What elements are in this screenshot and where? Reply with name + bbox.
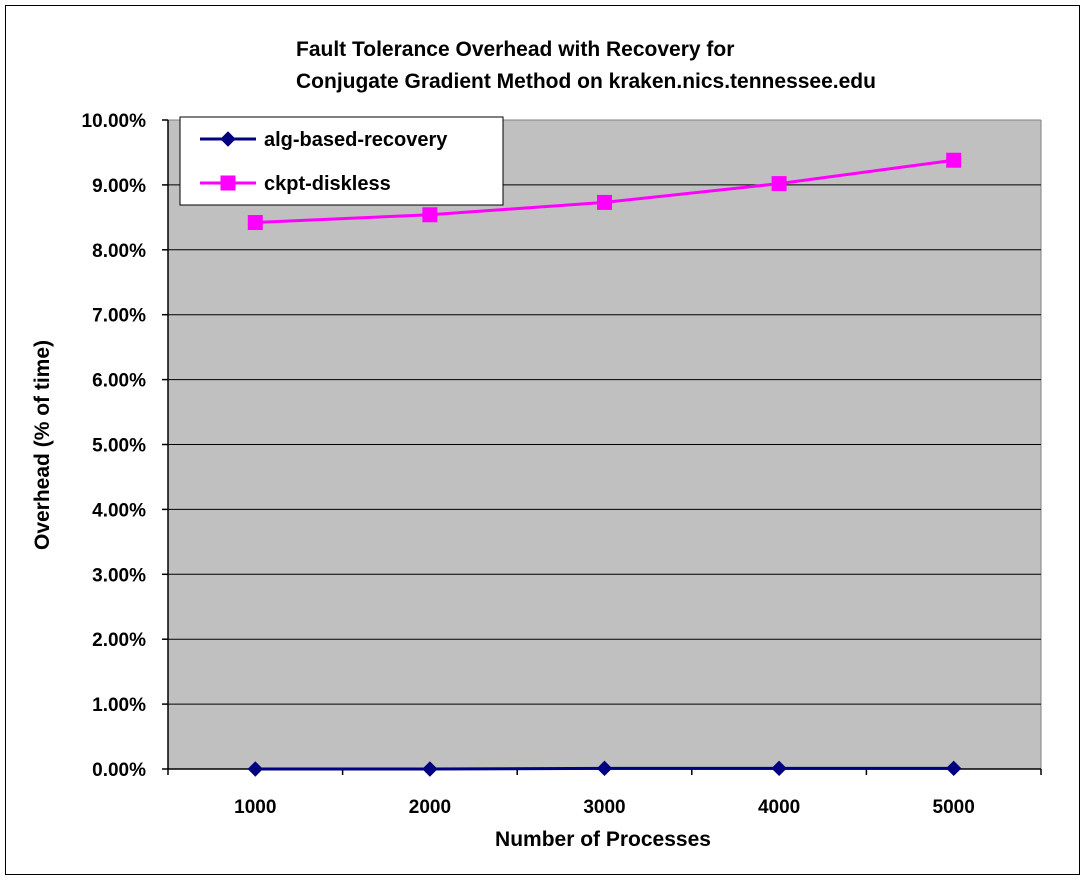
data-point-ckpt-diskless	[247, 215, 263, 231]
data-point-ckpt-diskless	[771, 176, 787, 192]
data-point-alg-based-recovery	[422, 761, 438, 777]
data-point-alg-based-recovery	[945, 760, 962, 777]
y-tick-label: 2.00%	[92, 630, 146, 651]
y-tick-label: 8.00%	[92, 241, 146, 262]
legend-swatch-marker	[220, 175, 236, 191]
series-ckpt-diskless	[247, 152, 962, 231]
y-tick-label: 10.00%	[82, 111, 147, 132]
y-tick-label: 3.00%	[92, 565, 146, 586]
y-axis-title: Overhead (% of time)	[31, 340, 54, 550]
chart-title-line-1: Fault Tolerance Overhead with Recovery f…	[296, 38, 734, 61]
plot-area	[167, 119, 1042, 770]
x-tick-label: 1000	[234, 797, 276, 818]
y-tick-label: 0.00%	[92, 760, 146, 781]
x-tick-label: 4000	[758, 797, 800, 818]
legend-swatch-marker	[220, 131, 236, 147]
x-tick-label: 3000	[583, 797, 625, 818]
legend-label: alg-based-recovery	[264, 129, 448, 151]
series-alg-based-recovery	[247, 760, 962, 777]
series-layer	[247, 152, 962, 777]
data-point-ckpt-diskless	[597, 194, 612, 210]
data-point-alg-based-recovery	[771, 760, 787, 777]
legend: alg-based-recovery ckpt-diskless	[179, 116, 504, 206]
y-tick-label: 1.00%	[92, 695, 146, 716]
data-point-alg-based-recovery	[596, 760, 613, 777]
data-point-ckpt-diskless	[422, 207, 438, 223]
chart-title-line-2: Conjugate Gradient Method on kraken.nics…	[296, 70, 876, 93]
x-axis-ticks: 1000 2000 3000 4000 5000	[167, 769, 1042, 818]
data-point-alg-based-recovery	[247, 761, 264, 777]
y-tick-label: 6.00%	[92, 371, 146, 392]
data-point-ckpt-diskless	[946, 152, 962, 168]
y-tick-label: 5.00%	[92, 436, 146, 457]
y-tick-label: 7.00%	[92, 306, 146, 327]
x-axis-title: Number of Processes	[495, 828, 711, 851]
legend-label: ckpt-diskless	[264, 173, 391, 195]
x-tick-label: 2000	[409, 797, 451, 818]
y-axis-ticks: 0.00% 1.00% 2.00% 3.00% 4.00% 5.00% 6.00% 7.00%…	[82, 111, 168, 781]
x-tick-label: 5000	[933, 797, 975, 818]
y-tick-label: 9.00%	[92, 176, 146, 197]
y-tick-label: 4.00%	[92, 500, 146, 521]
